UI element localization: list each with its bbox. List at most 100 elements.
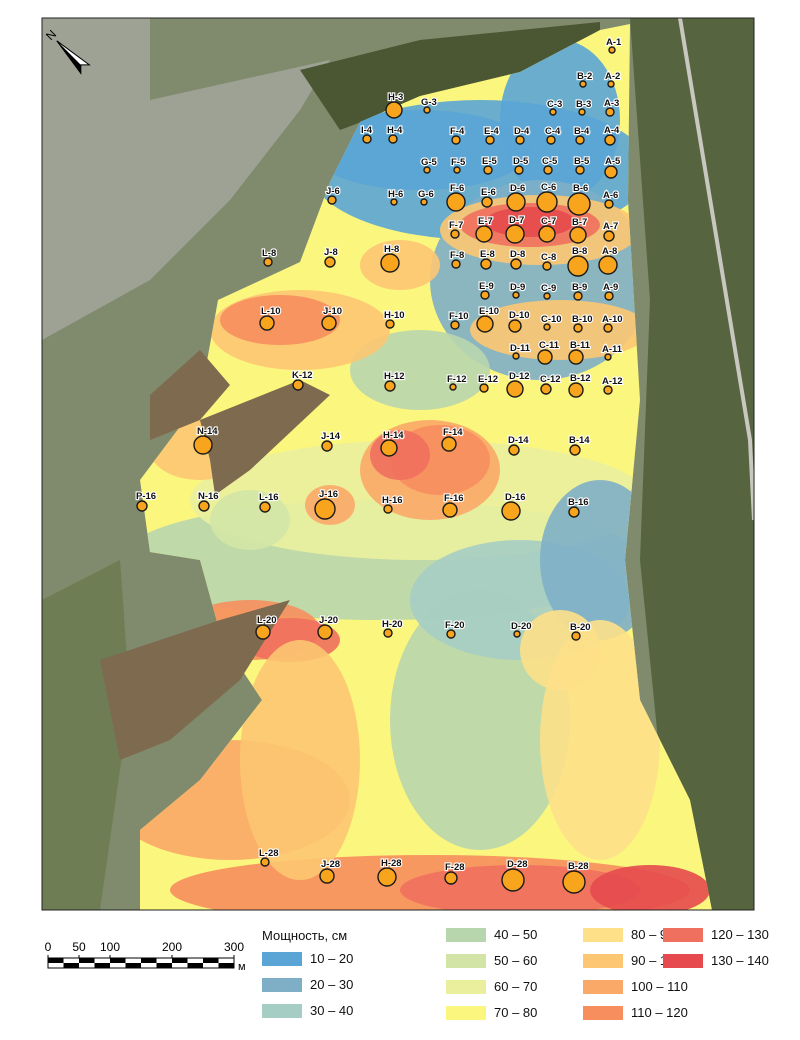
sample-point — [607, 80, 615, 88]
point-label: F-10 — [449, 311, 469, 322]
vegetation-patch — [100, 600, 290, 760]
sample-point — [562, 870, 586, 894]
point-label: B-16 — [568, 497, 589, 508]
sample-point — [573, 323, 583, 333]
sample-point — [450, 320, 460, 330]
point-label: B-5 — [574, 156, 590, 167]
sample-point — [604, 291, 614, 301]
scale-label: 50 — [72, 940, 86, 954]
zone — [360, 240, 440, 290]
sample-point — [324, 256, 336, 268]
point-label: J-14 — [321, 431, 341, 442]
point-label: L-16 — [259, 492, 279, 503]
sample-point — [314, 498, 336, 520]
sample-point — [543, 323, 551, 331]
sample-point — [536, 191, 558, 213]
point-label: A-10 — [602, 314, 623, 325]
point-label: A-7 — [603, 221, 618, 232]
scale-label: 0 — [45, 940, 52, 954]
sample-point — [444, 871, 458, 885]
point-label: B-28 — [568, 861, 589, 872]
sample-point — [136, 500, 148, 512]
point-label: E-12 — [478, 374, 498, 385]
sample-point — [540, 383, 552, 395]
point-label: H-14 — [383, 430, 404, 441]
legend-label: 100 – 110 — [631, 979, 688, 994]
legend-label: 130 – 140 — [711, 953, 769, 968]
point-label: D-12 — [509, 371, 530, 382]
sample-point — [546, 135, 556, 145]
sample-point — [575, 165, 585, 175]
sample-point — [441, 436, 457, 452]
point-label: H-16 — [382, 495, 403, 506]
scale-segment — [79, 958, 95, 963]
point-label: D-9 — [510, 282, 525, 293]
scale-segment — [141, 958, 157, 963]
point-label: J-6 — [326, 186, 340, 197]
point-label: B-9 — [572, 282, 587, 293]
sample-point — [198, 500, 210, 512]
legend-swatch — [663, 928, 703, 942]
point-label: B-12 — [570, 373, 591, 384]
point-label: F-14 — [443, 427, 463, 438]
legend-title: Мощность, см — [262, 928, 347, 943]
sample-point — [449, 383, 457, 391]
point-label: N-16 — [198, 491, 219, 502]
map-frame — [41, 17, 755, 911]
point-label: A-1 — [606, 37, 622, 48]
point-label: G-6 — [418, 189, 434, 200]
legend-label: 30 – 40 — [310, 1003, 353, 1018]
point-label: A-3 — [604, 98, 619, 109]
point-label: D-11 — [510, 343, 531, 354]
point-label: H-20 — [382, 619, 403, 630]
point-label: E-5 — [482, 156, 498, 167]
zone — [240, 640, 360, 880]
sample-point — [508, 444, 520, 456]
sample-point — [538, 225, 556, 243]
point-label: J-10 — [323, 306, 342, 317]
sample-point — [292, 379, 304, 391]
sample-point — [568, 382, 584, 398]
scale-segment — [94, 963, 110, 968]
vegetation-patch — [150, 350, 230, 440]
sample-point — [259, 501, 271, 513]
scale-unit: м — [238, 961, 246, 973]
zone — [485, 207, 575, 237]
point-label: F-6 — [450, 183, 464, 194]
scale-segment — [187, 963, 203, 968]
legend-label: 110 – 120 — [631, 1005, 688, 1020]
legend: 10 – 20 20 – 30 30 – 40 40 – 50 50 – 60 60 – … — [262, 927, 769, 1020]
point-label: D-4 — [514, 126, 530, 137]
sample-point — [508, 319, 522, 333]
point-label: C-5 — [542, 156, 558, 167]
sample-point — [327, 195, 337, 205]
point-label: B-11 — [570, 340, 591, 351]
legend-swatch — [583, 1006, 623, 1020]
point-label: F-4 — [450, 126, 465, 137]
sample-point — [446, 629, 456, 639]
point-label: F-16 — [444, 493, 464, 504]
sample-point — [501, 501, 521, 521]
scale-segment — [48, 958, 64, 963]
sample-point — [480, 290, 490, 300]
point-label: J-8 — [324, 247, 338, 258]
sample-point — [384, 380, 396, 392]
point-label: A-12 — [602, 376, 623, 387]
scale-bar: 0 50 100 200 300 м — [45, 940, 246, 973]
sample-point — [480, 258, 492, 270]
sample-point — [442, 502, 458, 518]
point-label: C-12 — [540, 374, 561, 385]
point-label: J-20 — [319, 615, 338, 626]
point-label: D-5 — [513, 156, 529, 167]
point-label: A-8 — [602, 246, 617, 257]
legend-label: 40 – 50 — [494, 927, 537, 942]
point-label: L-8 — [262, 248, 276, 259]
point-label: A-11 — [602, 344, 623, 355]
sample-point — [362, 134, 372, 144]
scale-segment — [172, 958, 188, 963]
point-label: H-28 — [381, 858, 402, 869]
point-label: L-28 — [259, 848, 279, 859]
sample-point — [608, 46, 616, 54]
sample-point — [260, 857, 270, 867]
